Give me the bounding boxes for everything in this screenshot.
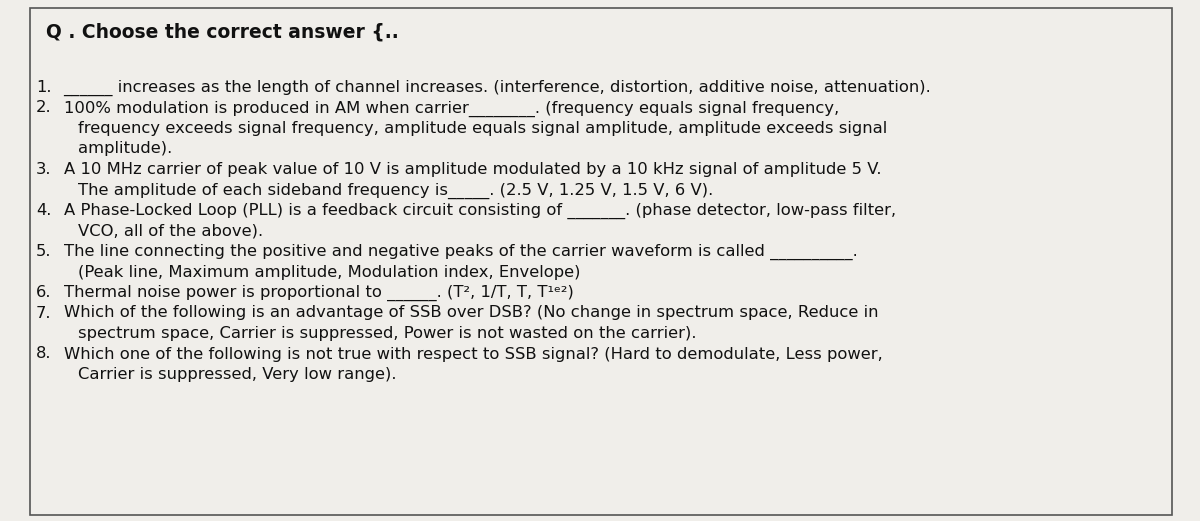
Text: 2.: 2.	[36, 101, 52, 116]
Text: 3.: 3.	[36, 162, 52, 177]
Text: (Peak line, Maximum amplitude, Modulation index, Envelope): (Peak line, Maximum amplitude, Modulatio…	[78, 265, 581, 279]
Text: Carrier is suppressed, Very low range).: Carrier is suppressed, Very low range).	[78, 367, 396, 382]
FancyBboxPatch shape	[30, 8, 1172, 515]
Text: VCO, all of the above).: VCO, all of the above).	[78, 224, 263, 239]
Text: 100% modulation is produced in AM when carrier________. (frequency equals signal: 100% modulation is produced in AM when c…	[64, 101, 839, 117]
Text: 1.: 1.	[36, 80, 52, 95]
Text: frequency exceeds signal frequency, amplitude equals signal amplitude, amplitude: frequency exceeds signal frequency, ampl…	[78, 121, 887, 136]
Text: 8.: 8.	[36, 346, 52, 362]
Text: Which of the following is an advantage of SSB over DSB? (No change in spectrum s: Which of the following is an advantage o…	[64, 305, 878, 320]
Text: 4.: 4.	[36, 203, 52, 218]
Text: Thermal noise power is proportional to ______. (T², 1/T, T, T¹ᵉ²): Thermal noise power is proportional to _…	[64, 285, 574, 301]
Text: The line connecting the positive and negative peaks of the carrier waveform is c: The line connecting the positive and neg…	[64, 244, 857, 260]
Text: ______ increases as the length of channel increases. (interference, distortion, : ______ increases as the length of channe…	[64, 80, 931, 96]
Text: Which one of the following is not true with respect to SSB signal? (Hard to demo: Which one of the following is not true w…	[64, 346, 882, 362]
Text: The amplitude of each sideband frequency is_____. (2.5 V, 1.25 V, 1.5 V, 6 V).: The amplitude of each sideband frequency…	[78, 182, 713, 199]
Text: Q . Choose the correct answer {..: Q . Choose the correct answer {..	[46, 22, 398, 41]
Text: amplitude).: amplitude).	[78, 142, 173, 156]
Text: 5.: 5.	[36, 244, 52, 259]
Text: 6.: 6.	[36, 285, 52, 300]
Text: spectrum space, Carrier is suppressed, Power is not wasted on the carrier).: spectrum space, Carrier is suppressed, P…	[78, 326, 696, 341]
Text: 7.: 7.	[36, 305, 52, 320]
Text: A Phase-Locked Loop (PLL) is a feedback circuit consisting of _______. (phase de: A Phase-Locked Loop (PLL) is a feedback …	[64, 203, 895, 219]
Text: A 10 MHz carrier of peak value of 10 V is amplitude modulated by a 10 kHz signal: A 10 MHz carrier of peak value of 10 V i…	[64, 162, 881, 177]
